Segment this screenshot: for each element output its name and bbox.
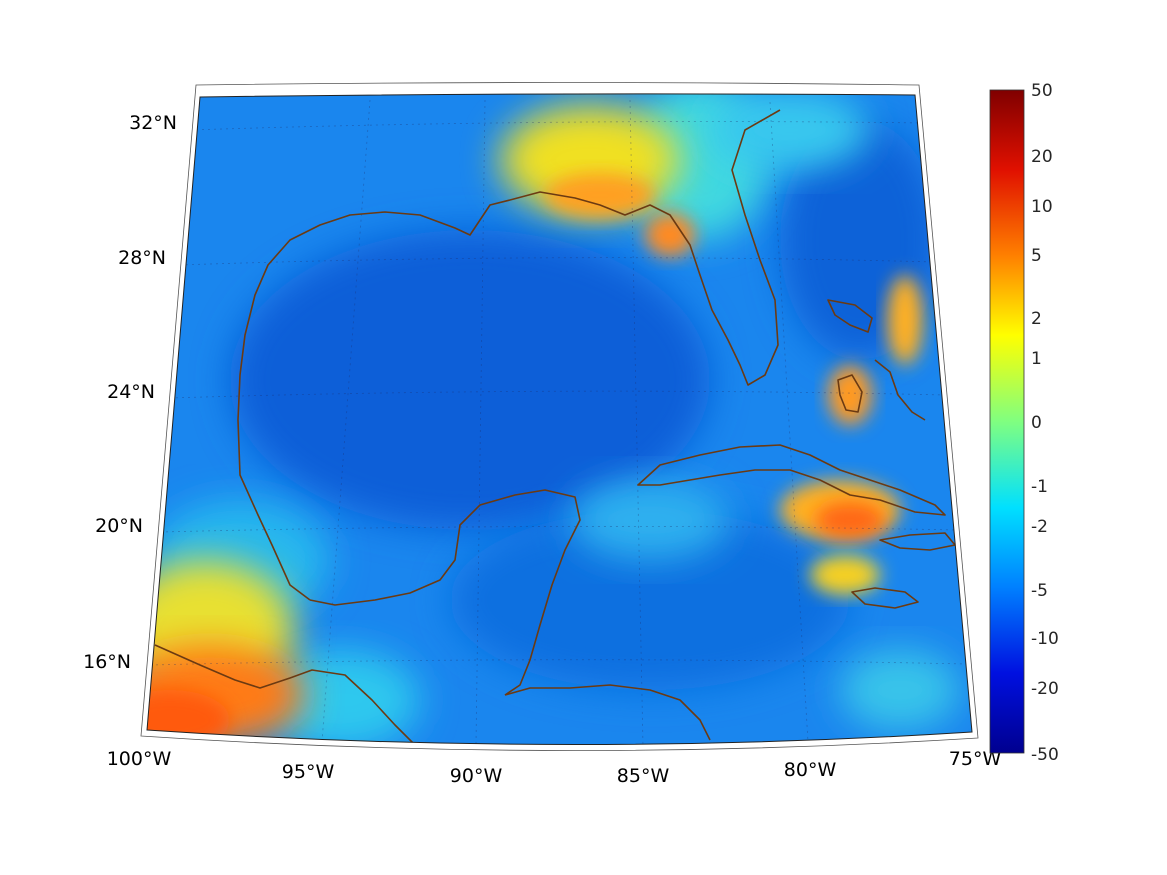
latitude-labels: 32°N 28°N 24°N 20°N 16°N	[83, 112, 177, 673]
data-field	[147, 93, 972, 745]
central-america-coast	[504, 684, 711, 741]
lat-label-28n: 28°N	[118, 247, 166, 269]
colorbar-label-20: 20	[1031, 147, 1053, 167]
colorbar-label-neg50: -50	[1031, 745, 1059, 765]
lat-label-32n: 32°N	[129, 112, 177, 134]
colorbar: 50 20 10 5 2 1 0 -1 -2 -5 -10 -20 -50	[989, 81, 1059, 765]
jamaica	[851, 587, 919, 609]
colorbar-label-5: 5	[1031, 246, 1042, 266]
colorbar-label-50: 50	[1031, 81, 1053, 101]
lon-label-95w: 95°W	[282, 761, 335, 783]
colorbar-label-neg10: -10	[1031, 629, 1059, 649]
pacific-coast-mexico	[154, 644, 416, 745]
map-frame	[146, 93, 973, 746]
yucatan-peninsula	[309, 489, 581, 696]
graticule	[149, 99, 967, 745]
longitude-labels: 100°W 95°W 90°W 85°W 80°W 75°W	[107, 748, 1002, 787]
colorbar-label-neg20: -20	[1031, 679, 1059, 699]
colorbar-label-2: 2	[1031, 309, 1042, 329]
gulf-coast-mexico-texas-louisiana-florida	[237, 109, 781, 601]
colorbar-label-neg5: -5	[1031, 581, 1048, 601]
lon-label-100w: 100°W	[107, 748, 172, 770]
colorbar-label-0: 0	[1031, 413, 1042, 433]
lat-label-20n: 20°N	[95, 515, 143, 537]
lat-label-16n: 16°N	[83, 651, 131, 673]
map-frame-outer	[140, 82, 979, 751]
lat-label-24n: 24°N	[107, 381, 155, 403]
colorbar-label-neg2: -2	[1031, 517, 1048, 537]
colorbar-label-neg1: -1	[1031, 477, 1048, 497]
bahamas-northern	[827, 299, 873, 333]
colorbar-scale	[989, 89, 1025, 754]
colorbar-label-10: 10	[1031, 197, 1053, 217]
andros-island	[837, 374, 863, 413]
colorbar-label-1: 1	[1031, 349, 1042, 369]
bahamas-chain	[874, 359, 926, 421]
lon-label-85w: 85°W	[617, 765, 670, 787]
lon-label-80w: 80°W	[784, 759, 837, 781]
lon-label-75w: 75°W	[949, 748, 1002, 770]
cuba	[637, 444, 946, 516]
lon-label-90w: 90°W	[450, 765, 503, 787]
